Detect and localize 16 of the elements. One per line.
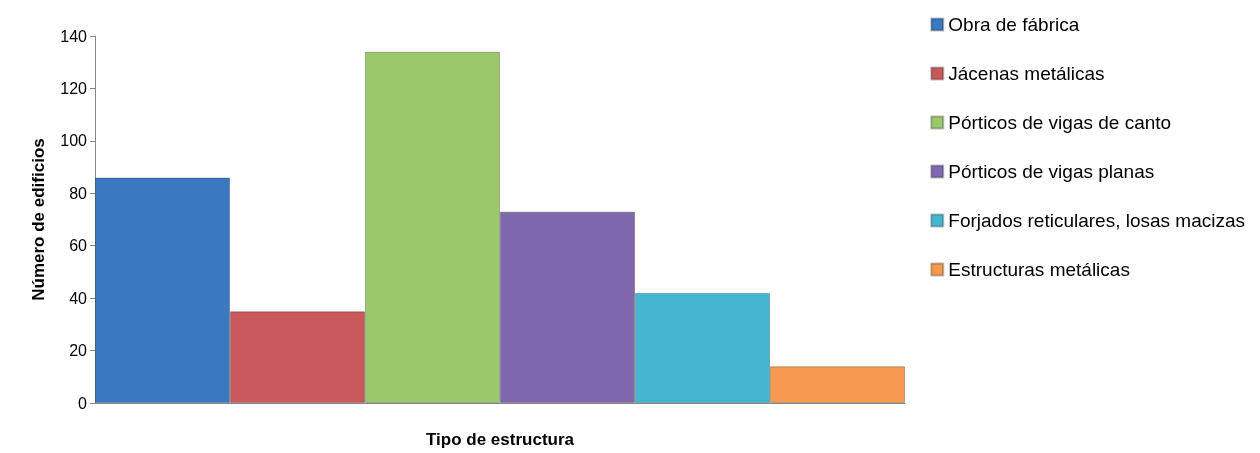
legend-label: Obra de fábrica bbox=[948, 14, 1080, 35]
legend-label: Estructuras metálicas bbox=[948, 259, 1130, 280]
y-tick-label: 140 bbox=[60, 27, 88, 45]
y-tick-label: 40 bbox=[69, 289, 88, 307]
y-tick-label: 100 bbox=[60, 132, 88, 150]
y-tick-label: 80 bbox=[69, 184, 88, 202]
legend-label: Forjados reticulares, losas macizas bbox=[948, 210, 1245, 231]
x-axis-title: Tipo de estructura bbox=[426, 430, 575, 449]
legend-label: Pórticos de vigas planas bbox=[948, 161, 1155, 182]
legend-label: Jácenas metálicas bbox=[948, 63, 1105, 84]
y-tick-label: 120 bbox=[60, 79, 88, 97]
legend-label: Pórticos de vigas de canto bbox=[948, 112, 1172, 133]
y-axis-title: Número de edificios bbox=[29, 138, 48, 301]
y-tick-label: 0 bbox=[78, 394, 88, 412]
y-tick-label: 20 bbox=[69, 342, 88, 360]
y-tick-label: 60 bbox=[69, 237, 88, 255]
